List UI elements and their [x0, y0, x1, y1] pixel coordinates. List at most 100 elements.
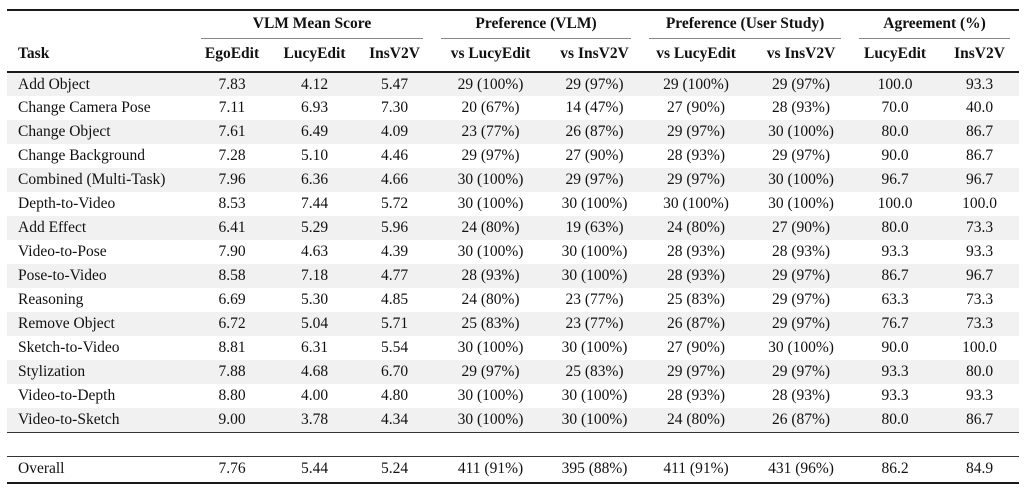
column-header-agreement-lucyedit: LucyEdit [864, 45, 927, 62]
value-cell: 80.0 [965, 363, 994, 380]
value-cell: 70.0 [881, 99, 909, 116]
value-cell: 93.3 [881, 243, 909, 260]
value-cell: 4.66 [380, 171, 409, 188]
task-cell: Sketch-to-Video [18, 339, 120, 356]
value-cell: 26 (87%) [565, 123, 624, 140]
value-cell: 411 (91%) [457, 460, 524, 478]
value-cell: 28 (93%) [771, 243, 831, 260]
double-rule-gap [7, 432, 1019, 456]
task-cell: Remove Object [18, 315, 115, 332]
value-cell: 86.2 [881, 460, 909, 478]
value-cell: 80.0 [881, 219, 909, 236]
group-header-row: VLM Mean Score Preference (VLM) Preferen… [7, 10, 1019, 43]
column-header-pref-user-vs-insv2v: vs InsV2V [766, 45, 836, 62]
value-cell: 23 (77%) [565, 291, 624, 308]
column-header-agreement-insv2v: InsV2V [954, 45, 1005, 62]
value-cell: 7.11 [218, 99, 246, 116]
value-cell: 100.0 [962, 195, 997, 212]
value-cell: 76.7 [881, 315, 909, 332]
value-cell: 90.0 [881, 147, 909, 164]
value-cell: 14 (47%) [565, 99, 624, 116]
spacer-cell [7, 432, 1019, 456]
value-cell: 29 (97%) [461, 363, 520, 380]
task-cell: Add Object [18, 75, 90, 93]
value-cell: 6.72 [218, 315, 246, 332]
value-cell: 40.0 [965, 99, 994, 116]
value-cell: 30 (100%) [457, 387, 524, 404]
task-cell: Overall [18, 460, 65, 478]
value-cell: 96.7 [965, 267, 994, 284]
value-cell: 100.0 [877, 75, 913, 93]
value-cell: 96.7 [881, 171, 909, 188]
value-cell: 4.12 [300, 75, 329, 93]
value-cell: 6.36 [300, 171, 329, 188]
column-header-row: Task EgoEdit LucyEdit InsV2V vs LucyEdit… [7, 43, 1019, 72]
value-cell: 431 (96%) [768, 460, 834, 478]
spacer-row [7, 432, 1019, 456]
value-cell: 30 (100%) [561, 339, 628, 356]
task-cell: Video-to-Depth [18, 387, 116, 404]
value-cell: 27 (90%) [666, 339, 726, 356]
value-cell: 30 (100%) [457, 195, 524, 212]
value-cell: 30 (100%) [768, 339, 834, 356]
value-cell: 19 (63%) [565, 219, 624, 236]
value-cell: 28 (93%) [771, 387, 831, 404]
task-cell: Add Effect [18, 219, 87, 236]
value-cell: 5.72 [380, 195, 409, 212]
value-cell: 5.71 [380, 315, 409, 332]
value-cell: 27 (90%) [771, 219, 831, 236]
value-cell: 30 (100%) [561, 243, 628, 260]
value-cell: 6.93 [300, 99, 329, 116]
task-cell: Video-to-Pose [18, 243, 107, 260]
value-cell: 8.53 [218, 195, 246, 212]
value-cell: 86.7 [881, 267, 909, 284]
value-cell: 26 (87%) [666, 315, 726, 332]
group-label: VLM Mean Score [201, 11, 424, 39]
value-cell: 4.34 [380, 410, 409, 428]
value-cell: 28 (93%) [666, 147, 726, 164]
value-cell: 20 (67%) [461, 99, 520, 116]
value-cell: 27 (90%) [565, 147, 624, 164]
value-cell: 73.3 [965, 315, 994, 332]
task-cell: Pose-to-Video [18, 267, 107, 284]
value-cell: 7.28 [218, 147, 246, 164]
value-cell: 5.47 [380, 75, 409, 93]
value-cell: 29 (97%) [565, 75, 624, 93]
table-row: Add Object 7.83 4.12 5.47 29 (100%) 29 (97%) 2… [7, 72, 1020, 96]
value-cell: 23 (77%) [565, 315, 624, 332]
value-cell: 73.3 [965, 219, 994, 236]
value-cell: 7.44 [300, 195, 329, 212]
value-cell: 93.3 [965, 243, 994, 260]
task-cell: Change Object [18, 123, 111, 140]
column-header-pref-vlm-vs-lucyedit: vs LucyEdit [450, 45, 531, 62]
value-cell: 4.77 [380, 267, 409, 284]
value-cell: 9.00 [218, 410, 246, 428]
value-cell: 29 (97%) [771, 291, 831, 308]
value-cell: 30 (100%) [768, 171, 834, 188]
group-header-agreement: Agreement (%) [850, 10, 1019, 43]
value-cell: 28 (93%) [666, 387, 726, 404]
value-cell: 29 (100%) [663, 75, 729, 93]
table-row: Sketch-to-Video 8.81 6.31 5.54 30 (100%) 30 (… [7, 336, 1019, 360]
group-header-preference-user-study: Preference (User Study) [640, 10, 850, 43]
value-cell: 30 (100%) [561, 387, 628, 404]
value-cell: 24 (80%) [666, 410, 726, 428]
value-cell: 7.96 [218, 171, 246, 188]
value-cell: 29 (100%) [457, 75, 524, 93]
value-cell: 8.80 [218, 387, 246, 404]
value-cell: 5.96 [380, 219, 409, 236]
value-cell: 25 (83%) [666, 291, 726, 308]
value-cell: 28 (93%) [461, 267, 520, 284]
overall-row: Overall 7.76 5.44 5.24 411 (91%) 395 (88%) 411… [7, 456, 1019, 483]
value-cell: 30 (100%) [457, 171, 524, 188]
value-cell: 29 (97%) [771, 315, 831, 332]
value-cell: 86.7 [965, 123, 994, 140]
column-header-lucyedit: LucyEdit [283, 45, 346, 62]
value-cell: 29 (97%) [666, 123, 726, 140]
column-header-pref-vlm-vs-insv2v: vs InsV2V [560, 45, 629, 62]
table-row: Add Effect 6.41 5.29 5.96 24 (80%) 19 (63%) 24… [7, 216, 1020, 240]
table-row: Video-to-Sketch 9.00 3.78 4.34 30 (100%) 30 (… [7, 408, 1020, 432]
value-cell: 5.44 [300, 460, 329, 478]
table-body: Add Object 7.83 4.12 5.47 29 (100%) 29 (97%) 2… [7, 72, 1020, 432]
value-cell: 90.0 [881, 339, 909, 356]
